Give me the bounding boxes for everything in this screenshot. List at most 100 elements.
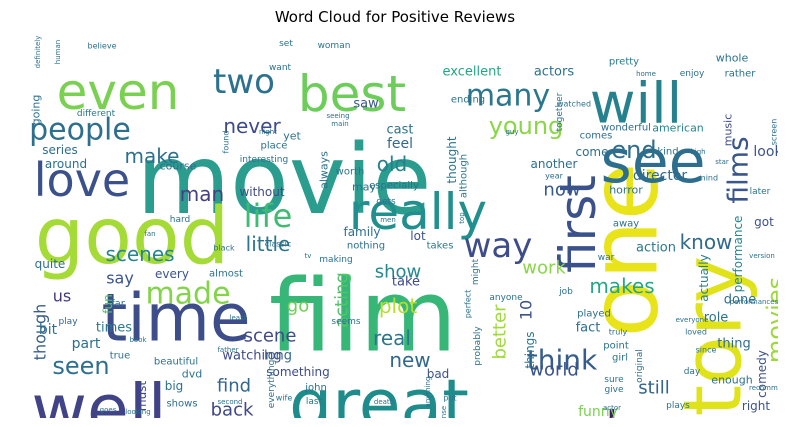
word-time: time (101, 280, 250, 357)
word-job: job (558, 287, 573, 297)
word-much: much (497, 401, 637, 418)
word-nothing: nothing (347, 241, 385, 252)
word-say: say (106, 269, 134, 288)
word-play: play (58, 317, 78, 327)
word-human: human (54, 40, 62, 64)
word-hard: hard (170, 215, 190, 225)
word-together: together (555, 92, 565, 131)
word-home: home (636, 70, 656, 78)
word-life: life (244, 197, 293, 235)
word-series: series (42, 143, 78, 157)
word-end: end (611, 136, 656, 164)
word-takes: takes (427, 241, 454, 252)
word-day: day (684, 367, 701, 377)
word-pretty: pretty (609, 57, 639, 68)
word-enjoy: enjoy (680, 69, 705, 79)
word-worth: worth (336, 167, 365, 178)
word-girl: girl (612, 353, 628, 364)
word-give: give (604, 385, 624, 395)
word-screen: screen (770, 119, 779, 146)
word-role: role (704, 311, 729, 326)
word-wonderful: wonderful (601, 123, 651, 134)
word-actor: actor (603, 404, 621, 412)
word-war: war (598, 253, 615, 263)
word-without: without (239, 185, 284, 199)
word-movie: movie (137, 124, 432, 236)
word-find: find (217, 376, 251, 397)
word-sure: sure (604, 375, 624, 385)
word-star: star (715, 158, 729, 166)
word-another: another (531, 157, 578, 171)
word-people: people (29, 113, 131, 148)
word-love: love (34, 153, 130, 207)
word-woman: woman (318, 41, 351, 51)
word-probably: probably (473, 326, 483, 366)
word-family: family (343, 225, 380, 239)
word-good: good (35, 192, 229, 282)
word-thing: thing (717, 337, 750, 352)
word-music: music (722, 114, 735, 147)
word-take: take (392, 275, 420, 290)
word-since: since (696, 346, 717, 355)
word-always: always (318, 151, 331, 189)
word-many: many (466, 79, 550, 114)
word-guy: guy (505, 128, 518, 136)
word-first: first (549, 175, 607, 273)
word-fan: fan (144, 230, 155, 238)
word-least: least (230, 314, 247, 322)
word-part: part (72, 336, 101, 352)
word-set: set (279, 39, 293, 49)
word-recommend: recommend (749, 384, 778, 392)
word-night: night (259, 128, 277, 136)
word-acting: acting (332, 272, 353, 328)
word-see: see (600, 127, 705, 197)
word-black: black (213, 244, 235, 253)
word-cloud-canvas: movie film one good story time great well seewil… (29, 36, 779, 419)
word-things: things (523, 331, 537, 368)
word-interesting: interesting (240, 155, 288, 165)
word-played: played (577, 309, 611, 320)
word-best: best (298, 65, 406, 123)
word-version: version (749, 252, 775, 260)
word-great: great (289, 366, 469, 419)
word-shows: shows (166, 399, 197, 410)
word-truly: truly (609, 328, 628, 337)
word-course: course (160, 160, 197, 173)
word-whole: whole (716, 52, 749, 65)
word-john: john (304, 383, 327, 394)
word-believe: believe (87, 42, 116, 51)
word-back: back (211, 400, 254, 419)
word-big: big (165, 379, 184, 393)
word-feel: feel (387, 136, 413, 152)
word-story: story (667, 256, 760, 418)
word-plays: plays (666, 401, 690, 411)
word-different: different (77, 109, 116, 119)
word-tv: tv (305, 252, 312, 260)
word-perfect: perfect (464, 290, 473, 319)
word-definitely: definitely (34, 36, 42, 69)
word-think: think (527, 344, 598, 377)
word-true: true (110, 351, 131, 362)
word-looking: looking (125, 408, 150, 416)
word-seen: seen (52, 352, 109, 380)
word-last: last (306, 397, 323, 407)
word-book: book (129, 336, 147, 344)
word-go: go (287, 296, 309, 317)
word-seems: seems (331, 317, 361, 327)
word-done: done (724, 293, 756, 308)
word-work: work (522, 258, 566, 279)
word-cast: cast (387, 123, 414, 138)
word-performance: performance (731, 216, 745, 293)
word-scene: scene (244, 326, 297, 347)
word-long: long (264, 349, 292, 364)
word-actors: actors (534, 65, 575, 80)
word-must: must (135, 381, 149, 412)
word-even: even (57, 63, 180, 121)
word-action: action (636, 241, 676, 256)
word-look: look (753, 144, 778, 160)
word-want: want (269, 63, 292, 73)
word-sense: sense (440, 406, 448, 418)
word-enough: enough (711, 374, 752, 387)
word-never: never (223, 114, 281, 138)
word-will: will (590, 72, 682, 137)
